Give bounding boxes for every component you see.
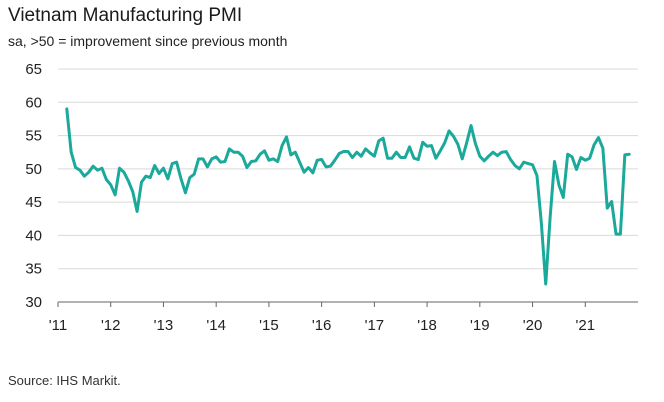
axes: [57, 301, 638, 307]
x-tick-label: '16: [312, 317, 332, 334]
x-tick-label: '21: [575, 317, 595, 334]
chart-title: Vietnam Manufacturing PMI: [8, 5, 243, 26]
x-tick-label: '11: [49, 317, 67, 334]
x-tick-label: '17: [365, 317, 385, 334]
y-tick-labels: 30 35 40 45 50 55 60 65: [25, 61, 42, 311]
x-tick-label: '15: [259, 317, 279, 334]
y-tick-label-45: 45: [25, 194, 42, 211]
x-tick-label: '20: [523, 317, 543, 334]
pmi-series-line: [65, 107, 631, 286]
x-tick-label: '12: [101, 317, 121, 334]
x-tick-label: '19: [470, 317, 490, 334]
x-tick-label: '13: [154, 317, 174, 334]
source-note: Source: IHS Markit.: [8, 373, 121, 388]
x-tick-label: '14: [206, 317, 226, 334]
series-layer: [65, 107, 631, 286]
x-tick-labels: '11 '12 '13 '14 '15 '16 '17 '18 '19 '20 '21: [49, 317, 595, 334]
chart-subtitle: sa, >50 = improvement since previous mon…: [8, 33, 288, 49]
y-tick-label-55: 55: [25, 128, 42, 145]
x-tick-label: '18: [417, 317, 437, 334]
y-tick-label-65: 65: [25, 61, 42, 78]
y-tick-label-35: 35: [25, 261, 42, 278]
y-tick-label-30: 30: [25, 294, 42, 311]
y-tick-label-60: 60: [25, 94, 42, 111]
y-tick-label-40: 40: [25, 227, 42, 244]
y-tick-label-50: 50: [25, 161, 42, 178]
gridlines: [58, 68, 638, 270]
